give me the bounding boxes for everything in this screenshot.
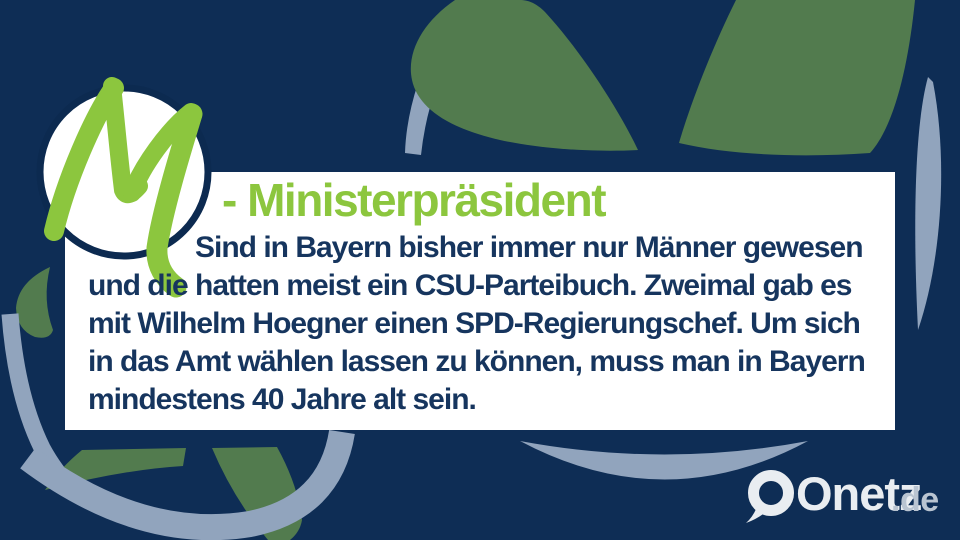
body-line: mit Wilhelm Hoegner einen SPD-Regierungs… [88, 307, 861, 340]
card-heading: - Ministerpräsident [222, 174, 607, 226]
leaf-left-edge [16, 267, 53, 338]
body-line: mindestens 40 Jahre alt sein. [88, 383, 477, 416]
brand-logo: Onetz .de [744, 464, 954, 524]
body-line: und die hatten meist ein CSU-Parteibuch.… [88, 269, 852, 302]
speech-bubble-o-icon [746, 470, 794, 523]
card-body: Sind in Bayern bisher immer nur Männer g… [88, 229, 866, 419]
brand-tld: .de [891, 481, 939, 519]
text-card [65, 172, 895, 430]
letter-m-icon [44, 77, 203, 298]
crescent-right-edge [915, 77, 942, 330]
body-line: Sind in Bayern bisher immer nur Männer g… [195, 231, 864, 264]
arc-bottom-left [20, 429, 355, 540]
leaf-top-right [679, 0, 915, 156]
body-line: in das Amt wählen lassen zu können, muss… [88, 345, 866, 378]
arc-bottom-center [520, 441, 808, 480]
brand-name: Onetz [796, 467, 923, 520]
leaf-top-left [410, 0, 638, 151]
